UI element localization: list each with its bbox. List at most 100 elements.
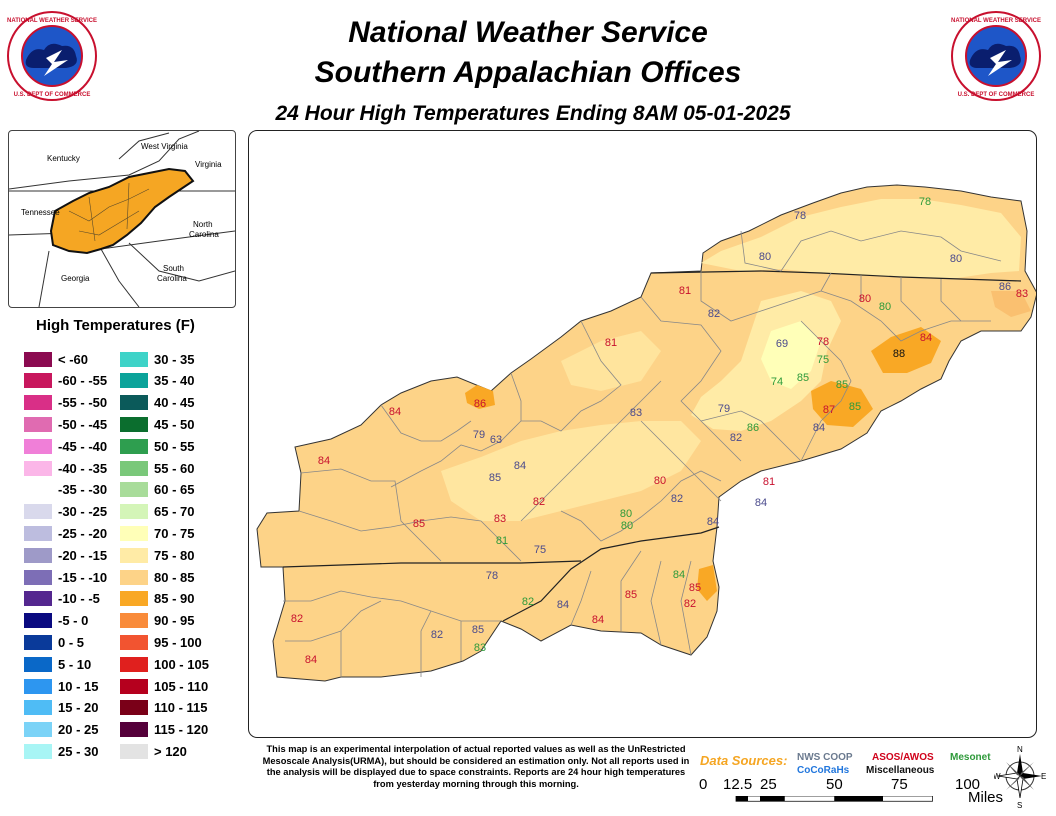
legend-label: 35 - 40	[154, 373, 195, 389]
observation-value: 79	[718, 403, 730, 415]
legend-swatch	[24, 591, 52, 607]
data-source-cocorahs: CoCoRaHs	[797, 765, 850, 776]
legend-item: 10 - 15	[24, 677, 98, 695]
observation-value: 84	[673, 569, 685, 581]
observation-value: 78	[486, 570, 498, 582]
data-source-miscellaneous: Miscellaneous	[866, 765, 935, 776]
legend-swatch	[24, 700, 52, 716]
legend-swatch	[120, 547, 148, 563]
observation-value: 84	[755, 497, 767, 509]
legend-swatch	[24, 678, 52, 694]
observation-value: 74	[771, 376, 783, 388]
observation-value: 80	[654, 475, 666, 487]
scale-tick-12-5: 12.5	[723, 776, 753, 793]
legend-label: 95 - 100	[154, 634, 202, 650]
legend-label: 65 - 70	[154, 504, 195, 520]
legend-swatch	[120, 656, 148, 672]
observation-value: 84	[389, 406, 401, 418]
legend-item: 25 - 30	[24, 742, 98, 760]
legend-label: 110 - 115	[154, 700, 208, 716]
observation-value: 80	[759, 251, 771, 263]
legend-label: -10 - -5	[58, 591, 100, 607]
compass-rose-icon: N S E W	[994, 745, 1046, 810]
legend-label: < -60	[58, 351, 88, 367]
observation-value: 78	[817, 336, 829, 348]
inset-label-kentucky: Kentucky	[47, 154, 80, 163]
legend-item: 45 - 50	[120, 415, 194, 433]
legend-item: 65 - 70	[120, 503, 194, 521]
observation-value: 75	[817, 354, 829, 366]
observation-value: 80	[621, 520, 633, 532]
observation-value: 81	[496, 535, 508, 547]
inset-forecast-area	[49, 167, 195, 255]
observation-value: 85	[689, 582, 701, 594]
observation-value: 78	[794, 210, 806, 222]
legend-swatch	[120, 416, 148, 432]
legend-swatch	[120, 525, 148, 541]
legend-item: 95 - 100	[120, 633, 202, 651]
legend-item: -40 - -35	[24, 459, 107, 477]
scale-tick-50: 50	[826, 776, 843, 793]
legend-label: 60 - 65	[154, 482, 195, 498]
legend-item: -55 - -50	[24, 394, 107, 412]
observation-value: 84	[920, 332, 932, 344]
observation-value: 84	[557, 599, 569, 611]
observation-value: 81	[763, 476, 775, 488]
legend-title: High Temperatures (F)	[36, 317, 195, 334]
legend-item: 90 - 95	[120, 612, 194, 630]
legend-item: -50 - -45	[24, 415, 107, 433]
svg-text:U.S. DEPT OF COMMERCE: U.S. DEPT OF COMMERCE	[14, 92, 91, 98]
legend-swatch	[120, 722, 148, 738]
legend-item: < -60	[24, 350, 88, 368]
legend-label: -25 - -20	[58, 525, 108, 541]
legend-label: -50 - -45	[58, 416, 108, 432]
legend-item: -25 - -20	[24, 524, 107, 542]
legend-swatch	[120, 743, 148, 759]
legend-swatch	[24, 460, 52, 476]
legend-swatch	[24, 547, 52, 563]
legend-label: 30 - 35	[154, 351, 195, 367]
observation-value: 84	[813, 422, 825, 434]
legend-label: -45 - -40	[58, 438, 108, 454]
legend-label: > 120	[154, 743, 187, 759]
observation-value: 80	[620, 508, 632, 520]
legend-item: > 120	[120, 742, 187, 760]
legend-label: 115 - 120	[154, 722, 209, 738]
legend-item: 60 - 65	[120, 481, 194, 499]
data-source-asos-awos: ASOS/AWOS	[872, 752, 934, 763]
scale-tick-75: 75	[891, 776, 908, 793]
compass-n: N	[1017, 745, 1023, 754]
legend-label: -55 - -50	[58, 395, 108, 411]
legend-item: 110 - 115	[120, 699, 208, 717]
observation-value: 84	[305, 654, 317, 666]
legend-item: 40 - 45	[120, 394, 194, 412]
observation-value: 75	[534, 544, 546, 556]
legend-item: -15 - -10	[24, 568, 107, 586]
observation-value: 82	[533, 496, 545, 508]
legend-swatch	[24, 634, 52, 650]
legend-swatch	[120, 678, 148, 694]
legend-swatch	[120, 569, 148, 585]
nws-logo-left: NATIONAL WEATHER SERVICE U.S. DEPT OF CO…	[7, 11, 97, 101]
observation-value: 82	[708, 308, 720, 320]
legend-item: -10 - -5	[24, 590, 100, 608]
inset-label-virginia: Virginia	[195, 160, 222, 169]
observation-value: 83	[474, 642, 486, 654]
inset-label-west-virginia: West Virginia	[141, 142, 188, 151]
legend-item: 30 - 35	[120, 350, 194, 368]
observation-value: 79	[473, 429, 485, 441]
svg-text:NATIONAL WEATHER SERVICE: NATIONAL WEATHER SERVICE	[951, 18, 1041, 24]
legend-swatch	[24, 656, 52, 672]
legend-item: 55 - 60	[120, 459, 194, 477]
legend-swatch	[24, 373, 52, 389]
legend-item: -60 - -55	[24, 372, 107, 390]
legend-swatch	[120, 591, 148, 607]
legend-item: -20 - -15	[24, 546, 107, 564]
legend-label: -20 - -15	[58, 547, 108, 563]
legend-swatch	[120, 373, 148, 389]
legend-label: 55 - 60	[154, 460, 195, 476]
legend-label: -60 - -55	[58, 373, 108, 389]
legend-label: -15 - -10	[58, 569, 108, 585]
observation-value: 82	[730, 432, 742, 444]
observation-value: 85	[472, 624, 484, 636]
